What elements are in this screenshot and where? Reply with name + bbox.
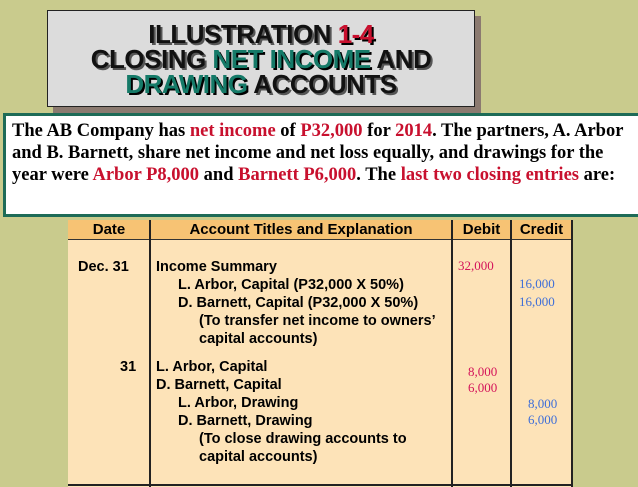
entry2-credit: 8,000 <box>528 396 558 411</box>
column-divider <box>451 220 453 487</box>
column-divider <box>571 220 573 487</box>
entry2-line: (To close drawing accounts to <box>199 431 407 447</box>
entry2-debit: 6,000 <box>468 380 498 395</box>
entry1-line: D. Barnett, Capital (P32,000 X 50%) <box>178 295 419 311</box>
entry1-line: Income Summary <box>156 259 277 275</box>
entry1-line: (To transfer net income to owners’ <box>199 313 436 329</box>
header-date: Date <box>68 220 150 240</box>
entry2-line: capital accounts) <box>199 449 318 465</box>
column-divider <box>149 220 151 487</box>
entry1-line: capital accounts) <box>199 331 318 347</box>
title-line-1: ILLUSTRATION 1-4 <box>148 19 374 49</box>
entry1-debit: 32,000 <box>458 258 494 273</box>
entry2-debit: 8,000 <box>468 364 498 379</box>
header-account: Account Titles and Explanation <box>150 220 452 240</box>
entry2-line: L. Arbor, Capital <box>156 359 268 375</box>
journal-table: Date Account Titles and Explanation Debi… <box>68 220 573 487</box>
problem-description: The AB Company has net income of P32,000… <box>3 113 638 217</box>
entry2-line: D. Barnett, Drawing <box>178 413 313 429</box>
column-divider <box>510 220 512 487</box>
slide-title: ILLUSTRATION 1-4 CLOSING NET INCOME AND … <box>47 10 475 107</box>
title-line-3: DRAWING ACCOUNTS <box>125 69 397 99</box>
entry1-date: Dec. 31 <box>78 259 129 275</box>
header-credit: Credit <box>511 220 572 240</box>
entry1-credit: 16,000 <box>519 294 555 309</box>
table-bottom-rule <box>68 484 572 486</box>
entry2-line: L. Arbor, Drawing <box>178 395 299 411</box>
entry1-line: L. Arbor, Capital (P32,000 X 50%) <box>178 277 404 293</box>
header-debit: Debit <box>452 220 511 240</box>
entry2-credit: 6,000 <box>528 412 558 427</box>
entry1-credit: 16,000 <box>519 276 555 291</box>
entry2-date: 31 <box>120 359 137 375</box>
entry2-line: D. Barnett, Capital <box>156 377 282 393</box>
title-line-2: CLOSING NET INCOME AND <box>90 44 432 74</box>
